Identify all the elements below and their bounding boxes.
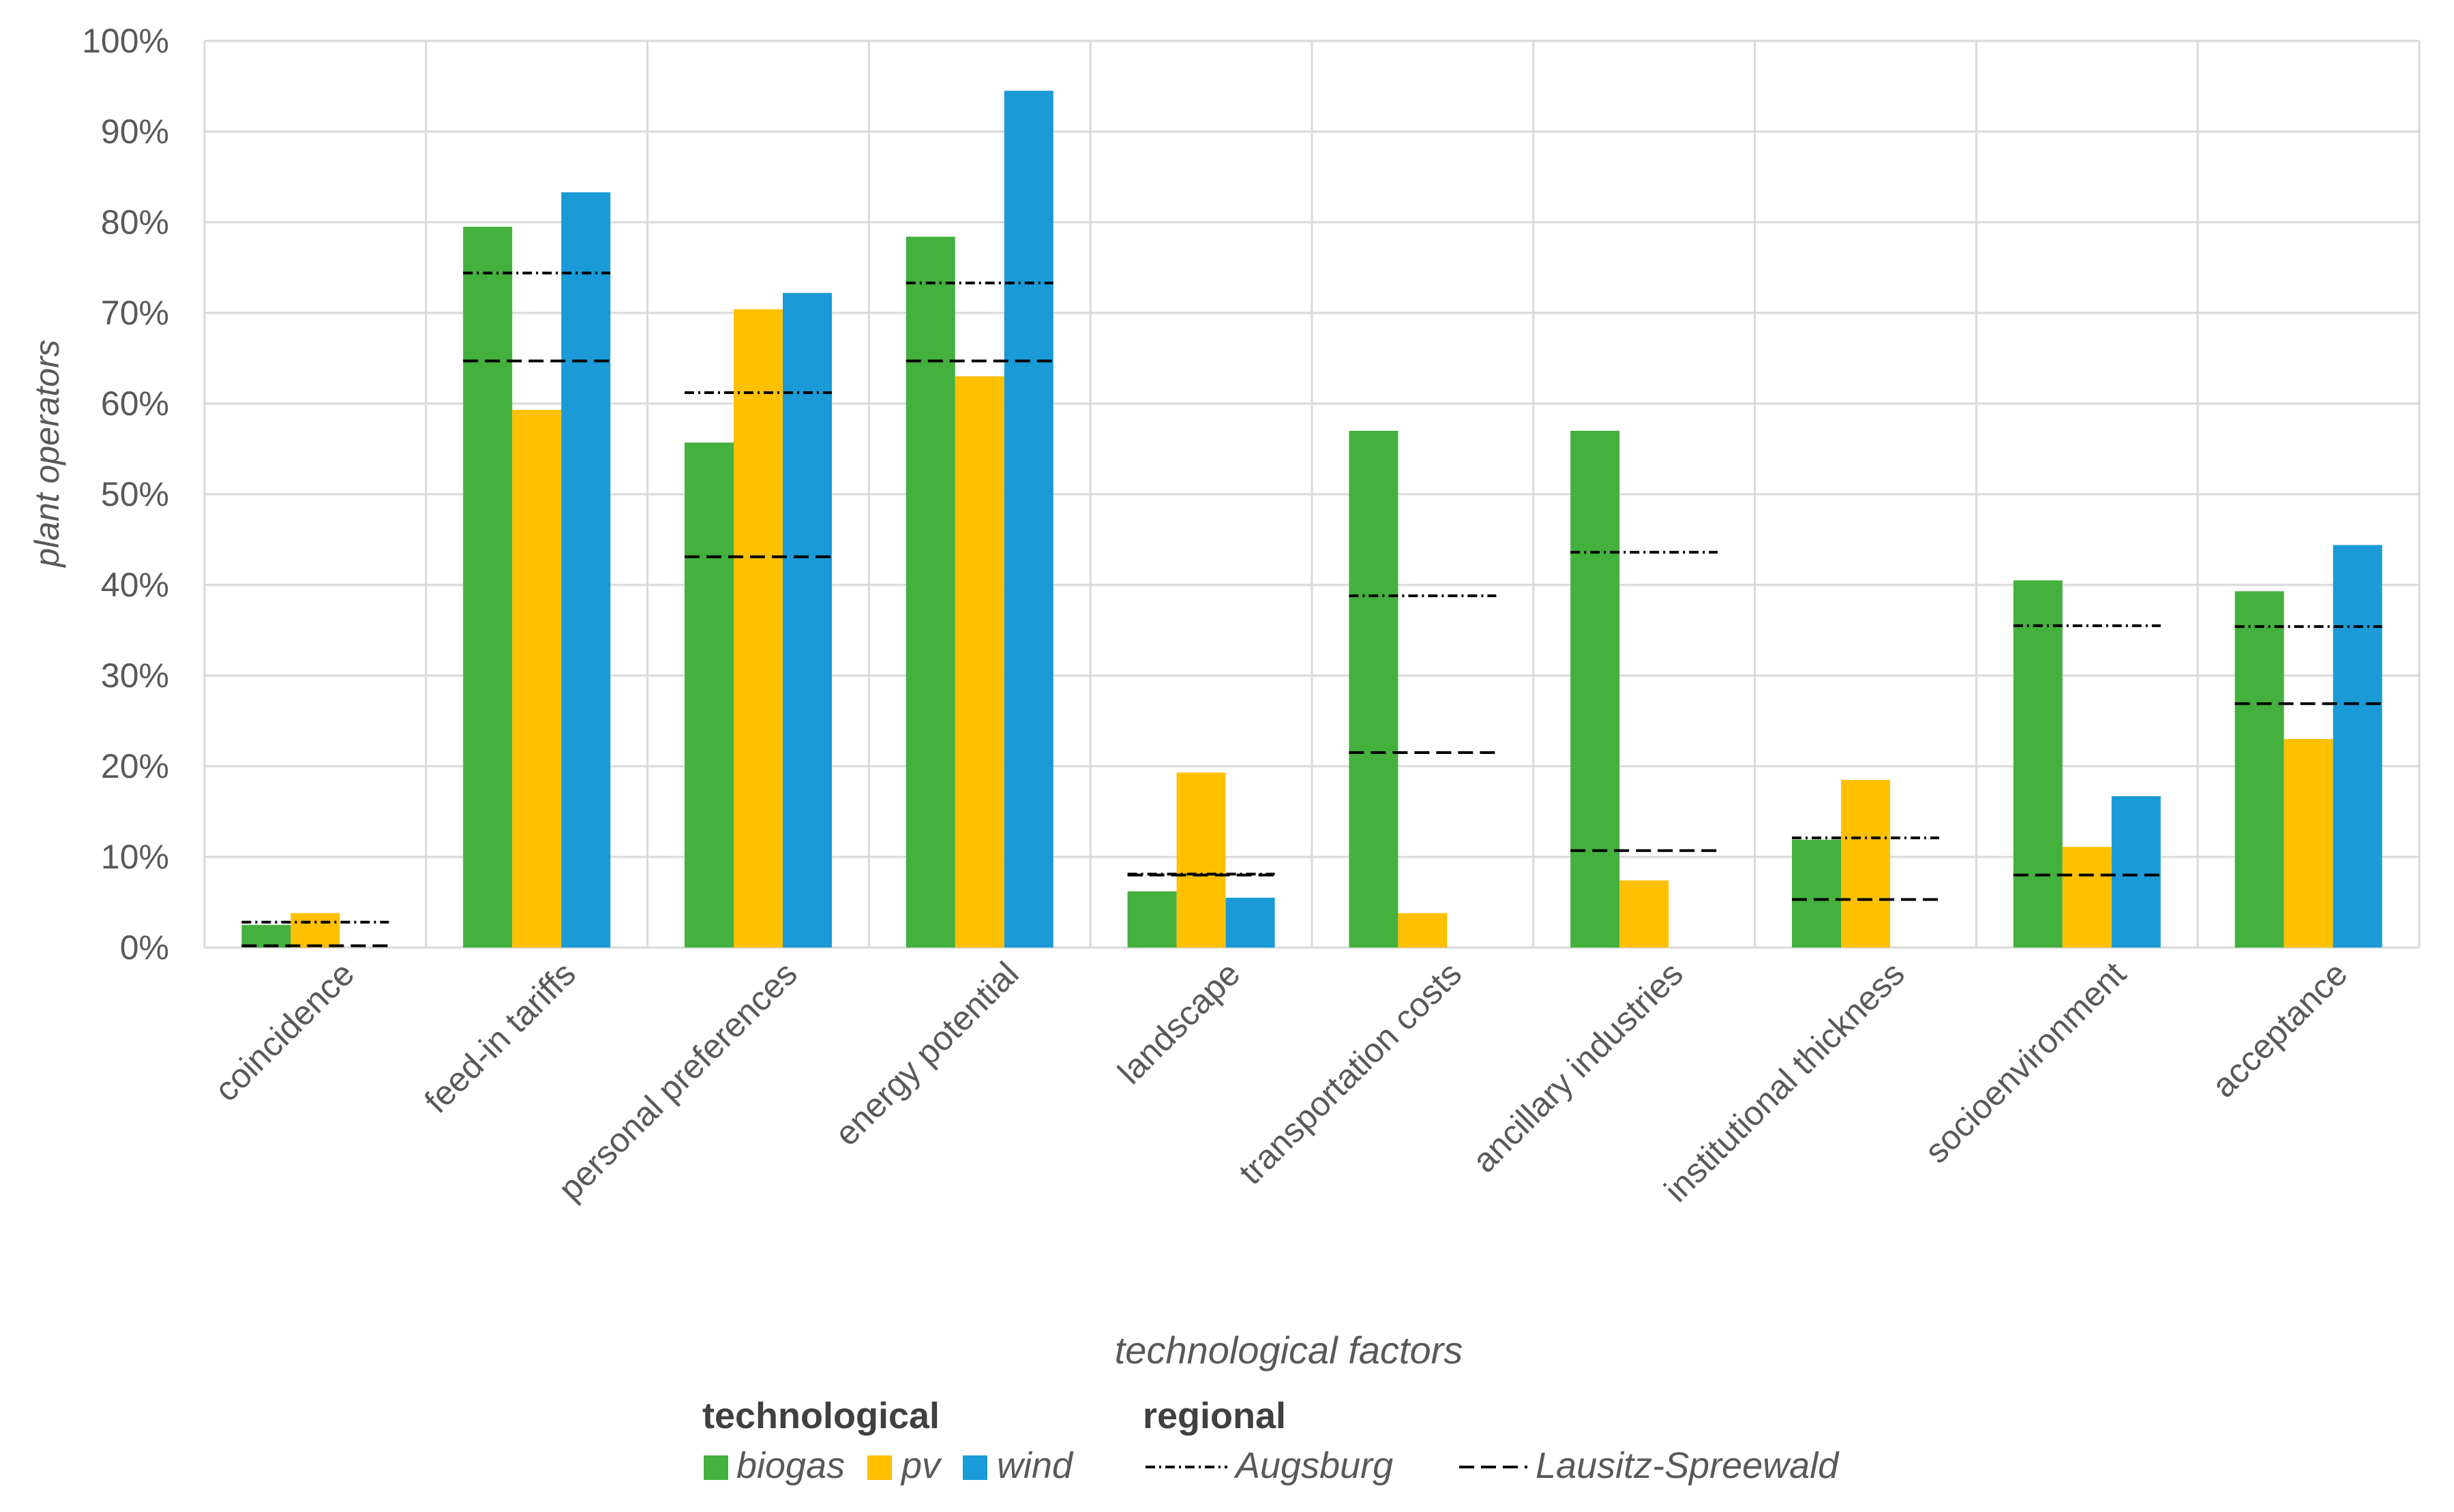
bar-pv <box>290 913 340 948</box>
bar-biogas <box>1127 891 1177 948</box>
x-tick-label: feed-in tariffs <box>417 954 583 1120</box>
x-tick-label: institutional thickness <box>1657 954 1912 1209</box>
bar-biogas <box>1570 430 1620 948</box>
y-tick-label: 30% <box>101 656 169 695</box>
y-tick-label: 10% <box>101 838 169 876</box>
bar-pv <box>734 309 783 948</box>
x-tick-label: coincidence <box>207 954 361 1108</box>
legend-label-pv: pv <box>900 1445 942 1486</box>
y-axis-ticks: 0% 10% 20% 30% 40% 50% 60% 70% 80% 90% 100% <box>82 22 169 967</box>
y-tick-label: 40% <box>101 566 169 604</box>
bar-biogas <box>241 924 291 948</box>
bars <box>241 91 2382 948</box>
x-tick-label: personal preferences <box>551 954 805 1208</box>
bar-pv <box>2062 847 2112 948</box>
bar-biogas <box>1792 839 1841 948</box>
y-axis-label: plant operators <box>28 339 66 569</box>
bar-pv <box>512 410 562 948</box>
y-tick-label: 80% <box>101 203 169 241</box>
bar-pv <box>2284 739 2333 948</box>
bar-pv <box>955 376 1004 948</box>
bar-wind <box>2111 796 2161 948</box>
y-tick-label: 50% <box>101 475 169 513</box>
x-tick-label: energy potential <box>827 954 1026 1153</box>
legend-swatch-wind <box>963 1455 987 1480</box>
x-tick-label: socioenvironment <box>1917 954 2134 1170</box>
legend-title-technological: technological <box>702 1395 940 1436</box>
reference-lines <box>241 271 2382 948</box>
legend-label-augsburg: Augsburg <box>1233 1445 1393 1486</box>
bar-pv <box>1619 880 1669 948</box>
x-tick-label: landscape <box>1111 954 1248 1091</box>
x-tick-label: transportation costs <box>1231 954 1469 1192</box>
x-axis-label: technological factors <box>1115 1329 1463 1372</box>
bar-wind <box>783 292 832 948</box>
y-tick-label: 70% <box>101 294 169 332</box>
legend-label-biogas: biogas <box>736 1445 845 1486</box>
bar-biogas <box>2234 591 2284 948</box>
x-tick-label: ancillary industries <box>1465 954 1690 1179</box>
legend-label-lausitz: Lausitz-Spreewald <box>1536 1445 1840 1486</box>
bar-wind <box>1225 897 1275 948</box>
y-tick-label: 0% <box>120 928 169 967</box>
y-tick-label: 90% <box>101 112 169 151</box>
legend-title-regional: regional <box>1143 1395 1286 1436</box>
x-tick-label: acceptance <box>2204 954 2354 1104</box>
y-tick-label: 60% <box>101 384 169 423</box>
bar-wind <box>561 192 611 948</box>
bar-biogas <box>1349 430 1398 948</box>
bar-biogas <box>463 226 513 948</box>
y-tick-label: 20% <box>101 747 169 785</box>
bar-biogas <box>906 237 955 948</box>
y-tick-label: 100% <box>82 22 169 60</box>
bar-wind <box>1004 91 1053 948</box>
bar-biogas <box>685 442 734 948</box>
legend-label-wind: wind <box>997 1445 1074 1486</box>
bar-biogas <box>2013 580 2063 948</box>
legend-swatch-pv <box>867 1455 892 1480</box>
bar-wind <box>2333 545 2382 948</box>
legend-swatch-biogas <box>704 1455 728 1480</box>
bar-pv <box>1176 772 1226 948</box>
bar-pv <box>1398 913 1448 948</box>
bar-pv <box>1841 779 1890 948</box>
legend: technological regional biogas pv wind Au… <box>702 1395 1840 1486</box>
